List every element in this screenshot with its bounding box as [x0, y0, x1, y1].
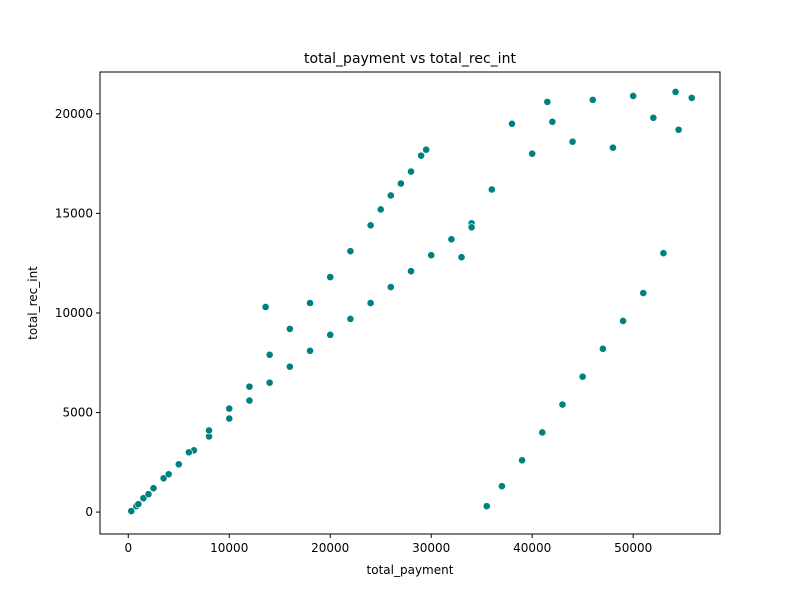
y-tick-label: 10000 — [55, 306, 93, 320]
scatter-point — [497, 482, 506, 491]
scatter-point — [518, 456, 526, 465]
scatter-point — [548, 117, 557, 126]
scatter-point — [376, 205, 385, 214]
scatter-point — [528, 149, 537, 158]
y-tick-label: 15000 — [55, 206, 93, 220]
x-tick-label: 50000 — [614, 541, 652, 555]
scatter-point — [447, 235, 456, 244]
scatter-point — [265, 350, 274, 359]
scatter-point — [482, 502, 491, 511]
x-axis-ticks: 0 10000 20000 30000 40000 50000 — [124, 534, 652, 555]
scatter-point — [205, 426, 213, 435]
x-tick-label: 20000 — [311, 541, 349, 555]
scatter-point — [609, 143, 617, 152]
scatter-point — [225, 404, 234, 413]
scatter-point — [543, 97, 552, 106]
scatter-point — [127, 507, 136, 515]
scatter-point — [598, 344, 607, 353]
scatter-point — [558, 400, 567, 409]
scatter-point — [386, 283, 395, 291]
scatter-point — [346, 247, 355, 256]
scatter-point — [306, 299, 314, 307]
x-tick-label: 40000 — [513, 541, 551, 555]
scatter-point — [366, 221, 375, 230]
y-axis-label: total_rec_int — [26, 266, 40, 340]
scatter-point — [285, 324, 294, 333]
scatter-point — [671, 88, 680, 96]
scatter-point — [144, 490, 153, 499]
scatter-point — [159, 474, 168, 483]
scatter-point — [508, 119, 516, 128]
scatter-point — [538, 428, 547, 437]
scatter-point — [326, 273, 335, 282]
scatter-point — [659, 249, 668, 258]
scatter-point — [285, 362, 294, 371]
scatter-point — [326, 330, 335, 339]
scatter-point — [427, 251, 436, 260]
scatter-point — [568, 137, 577, 146]
scatter-point — [417, 151, 426, 160]
points-layer — [127, 88, 696, 515]
scatter-point — [467, 223, 476, 232]
scatter-point — [134, 500, 143, 509]
scatter-point — [687, 93, 696, 102]
x-tick-label: 30000 — [412, 541, 450, 555]
scatter-point — [457, 253, 466, 262]
scatter-point — [649, 113, 658, 122]
scatter-point — [306, 346, 314, 355]
scatter-point — [346, 315, 355, 323]
x-axis-label: total_payment — [367, 563, 454, 577]
scatter-point — [407, 167, 415, 176]
scatter-point — [578, 372, 587, 381]
x-tick-label: 10000 — [210, 541, 248, 555]
scatter-point — [261, 303, 270, 311]
scatter-point — [139, 494, 148, 503]
plot-frame — [99, 71, 721, 535]
scatter-point — [639, 289, 648, 297]
scatter-point — [422, 145, 431, 154]
scatter-point — [386, 191, 395, 200]
scatter-point — [629, 91, 638, 100]
scatter-point — [397, 179, 405, 188]
scatter-point — [674, 125, 683, 134]
scatter-point — [265, 378, 274, 387]
scatter-point — [619, 317, 627, 325]
scatter-point — [174, 460, 183, 469]
scatter-point — [245, 396, 254, 405]
scatter-point — [225, 414, 234, 423]
scatter-point — [149, 484, 158, 493]
y-tick-label: 0 — [85, 505, 93, 519]
scatter-point — [245, 382, 254, 391]
chart-title: total_payment vs total_rec_int — [304, 51, 516, 67]
scatter-point — [366, 299, 375, 307]
scatter-point — [407, 267, 415, 276]
y-axis-ticks: 0 5000 10000 15000 20000 — [55, 107, 100, 519]
x-tick-label: 0 — [124, 541, 132, 555]
scatter-point — [487, 185, 496, 194]
scatter-point — [164, 470, 173, 479]
y-tick-label: 5000 — [62, 406, 93, 420]
scatter-point — [588, 95, 597, 104]
y-tick-label: 20000 — [55, 107, 93, 121]
scatter-point — [184, 448, 193, 457]
